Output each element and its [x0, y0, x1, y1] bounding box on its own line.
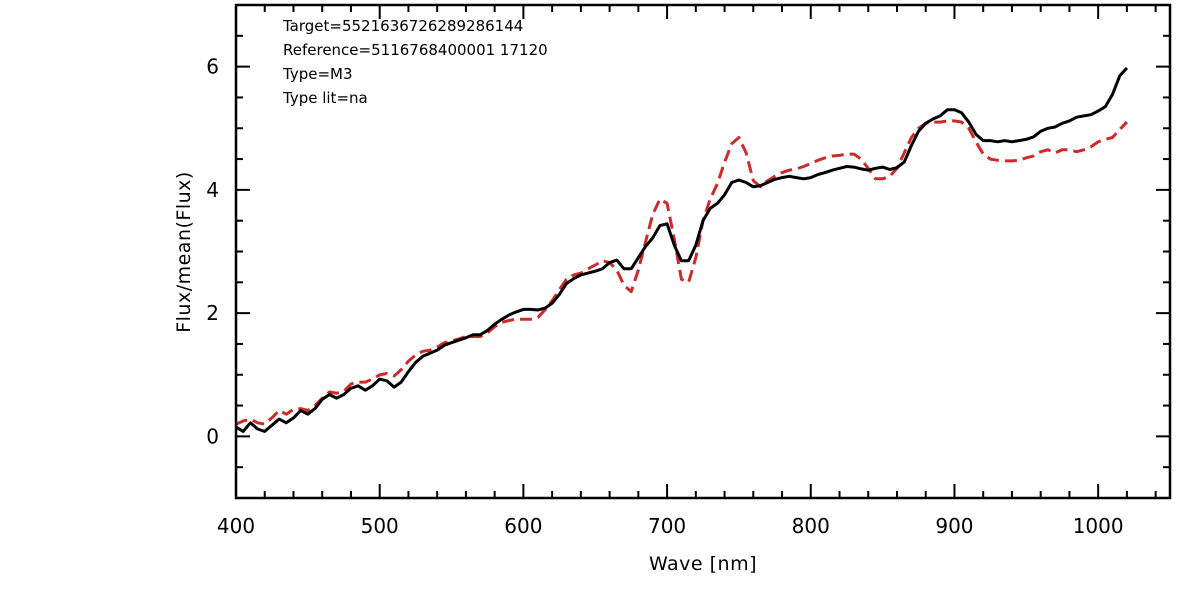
x-tick-label: 600: [504, 514, 542, 538]
y-tick-label: 4: [206, 178, 219, 202]
reference-spectrum-line: [235, 119, 1128, 426]
axis-ticks: [235, 4, 1170, 499]
x-tick-label: 1000: [1073, 514, 1124, 538]
y-tick-label: 2: [206, 301, 219, 325]
series-layer: [235, 66, 1129, 433]
x-axis-title: Wave [nm]: [649, 553, 757, 575]
plot-frame: [234, 3, 1172, 500]
annotation-block: Target=5521636726289286144 Reference=511…: [282, 17, 548, 107]
annotation-type: Type=M3: [282, 65, 353, 83]
x-tick-label: 400: [217, 514, 255, 538]
annotation-reference: Reference=5116768400001 17120: [283, 41, 548, 59]
y-tick-label: 0: [206, 424, 219, 448]
annotation-target: Target=5521636726289286144: [282, 17, 523, 35]
x-tick-label: 900: [935, 514, 973, 538]
x-tick-label: 700: [648, 514, 686, 538]
target-spectrum-line: [235, 66, 1129, 433]
y-tick-label: 6: [206, 55, 219, 79]
y-axis-title: Flux/mean(Flux): [173, 171, 195, 333]
tick-labels: 400 500 600 700 800 900 1000 0 2 4 6: [206, 55, 1123, 538]
annotation-type-lit: Type lit=na: [282, 89, 368, 107]
x-tick-label: 800: [792, 514, 830, 538]
x-tick-label: 500: [361, 514, 399, 538]
